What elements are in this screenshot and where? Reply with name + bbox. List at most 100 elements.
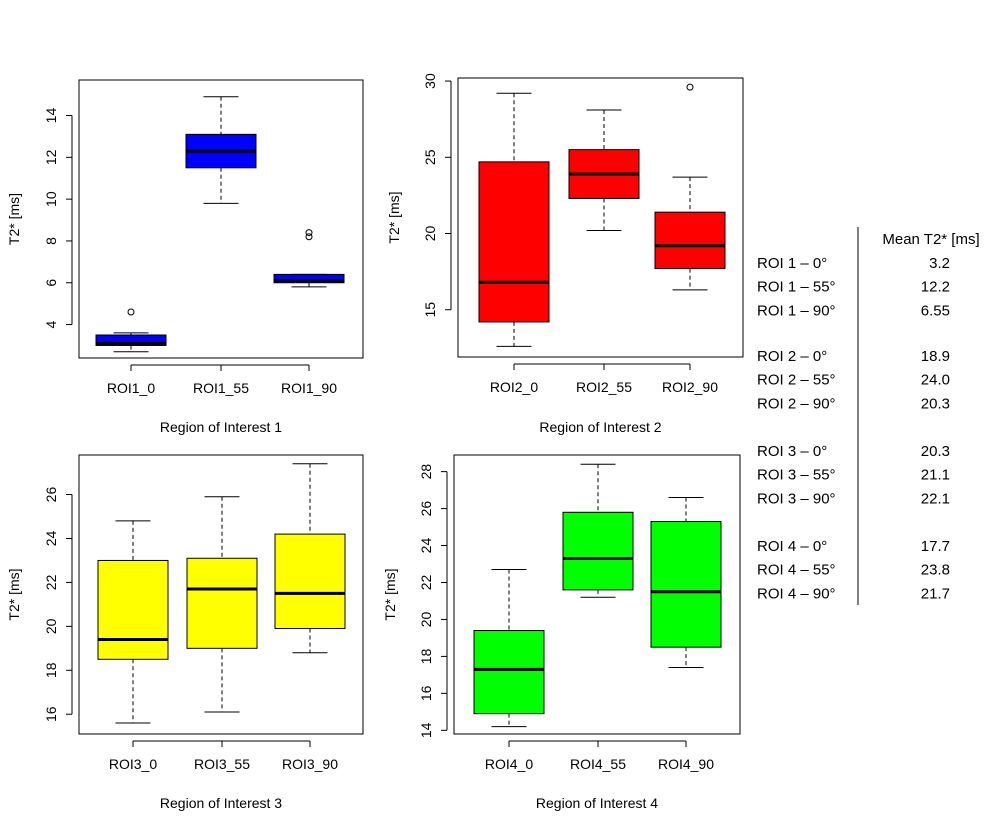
mean-t2-summary-table: Mean T2* [ms] ROI 1 – 0° 3.2 ROI 1 – 55° 12.… xyxy=(757,227,980,605)
iqr-box xyxy=(273,273,345,284)
iqr-box xyxy=(650,521,722,648)
box-ROI1_55 xyxy=(185,96,257,204)
iqr-box xyxy=(562,511,634,591)
x-tick-label: ROI2_0 xyxy=(490,379,538,395)
iqr-box xyxy=(274,533,346,630)
box-ROI2_90 xyxy=(654,83,726,291)
box-ROI3_0 xyxy=(97,520,169,724)
table-header: Mean T2* [ms] xyxy=(882,231,979,248)
y-tick-label: 26 xyxy=(418,501,434,517)
plot-frame xyxy=(453,454,741,735)
y-tick-label: 25 xyxy=(422,149,438,165)
x-tick-label: ROI3_55 xyxy=(194,756,250,772)
table-row-label: ROI 1 – 90° xyxy=(757,302,836,319)
table-row-label: ROI 1 – 0° xyxy=(757,255,827,272)
y-tick-label: 14 xyxy=(43,108,59,124)
y-tick-label: 16 xyxy=(43,706,59,722)
y-tick-label: 22 xyxy=(43,574,59,590)
y-axis-title: T2* [ms] xyxy=(386,191,402,243)
table-row-label: ROI 1 – 55° xyxy=(757,279,836,296)
boxplot-panel-3: 16 18 20 22 24 26 ROI3_0 ROI3_55 ROI3_90 Region o… xyxy=(6,454,364,811)
x-tick-label: ROI3_0 xyxy=(109,756,157,772)
box-ROI4_0 xyxy=(473,569,545,728)
boxplot-panels: 4 6 8 10 12 14 ROI1_0 ROI1_55 ROI1_90 Region of I… xyxy=(6,73,744,811)
table-row-value: 17.7 xyxy=(921,538,950,555)
x-tick-label: ROI4_55 xyxy=(570,756,626,772)
iqr-box xyxy=(473,630,545,715)
boxplot-panel-1: 4 6 8 10 12 14 ROI1_0 ROI1_55 ROI1_90 Region of I… xyxy=(6,79,364,435)
table-row-value: 21.7 xyxy=(921,585,950,602)
outlier-point xyxy=(127,308,135,316)
x-axis-title: Region of Interest 1 xyxy=(160,419,282,435)
box-ROI2_55 xyxy=(568,109,640,231)
x-tick-label: ROI1_0 xyxy=(107,380,155,396)
y-axis-title: T2* [ms] xyxy=(382,568,398,620)
table-row-value: 20.3 xyxy=(921,443,950,460)
box-ROI4_90 xyxy=(650,496,722,668)
iqr-box xyxy=(97,559,169,660)
boxplot-panel-2: 15 20 25 30 ROI2_0 ROI2_55 ROI2_90 Region of In… xyxy=(386,73,744,435)
y-tick-label: 24 xyxy=(43,530,59,546)
y-tick-label: 8 xyxy=(43,237,59,245)
iqr-box xyxy=(186,557,258,649)
y-tick-label: 18 xyxy=(43,662,59,678)
x-tick-label: ROI2_90 xyxy=(662,379,718,395)
plot-frame xyxy=(457,77,744,358)
outlier-point xyxy=(305,233,313,241)
table-row-value: 24.0 xyxy=(921,372,950,389)
table-row-label: ROI 3 – 90° xyxy=(757,490,836,507)
y-tick-label: 20 xyxy=(422,226,438,242)
table-row-value: 3.2 xyxy=(929,255,950,272)
table-row-label: ROI 2 – 90° xyxy=(757,395,836,412)
x-axis-title: Region of Interest 4 xyxy=(536,795,658,811)
x-tick-label: ROI4_90 xyxy=(658,756,714,772)
table-row-label: ROI 3 – 55° xyxy=(757,467,836,484)
boxplot-panel-4: 14 16 18 20 22 24 26 28 ROI4_0 ROI4_55 ROI4_90 Regi… xyxy=(382,454,741,811)
table-row-label: ROI 2 – 55° xyxy=(757,372,836,389)
y-tick-label: 18 xyxy=(418,648,434,664)
y-axis-title: T2* [ms] xyxy=(6,568,22,620)
plot-frame xyxy=(78,79,364,359)
x-tick-label: ROI4_0 xyxy=(485,756,533,772)
table-row-label: ROI 4 – 0° xyxy=(757,538,827,555)
table-row-label: ROI 3 – 0° xyxy=(757,443,827,460)
x-axis-title: Region of Interest 2 xyxy=(539,419,661,435)
y-tick-label: 14 xyxy=(418,722,434,738)
table-row-value: 20.3 xyxy=(921,395,950,412)
y-tick-label: 22 xyxy=(418,574,434,590)
y-tick-label: 6 xyxy=(43,279,59,287)
x-tick-label: ROI3_90 xyxy=(282,756,338,772)
y-tick-label: 16 xyxy=(418,685,434,701)
y-tick-label: 20 xyxy=(43,618,59,634)
table-row-label: ROI 4 – 90° xyxy=(757,585,836,602)
x-axis-title: Region of Interest 3 xyxy=(160,795,282,811)
y-tick-label: 30 xyxy=(422,73,438,89)
box-ROI4_55 xyxy=(562,463,634,598)
y-tick-label: 10 xyxy=(43,191,59,207)
y-tick-label: 15 xyxy=(422,302,438,318)
box-ROI3_90 xyxy=(274,463,346,654)
y-axis-title: T2* [ms] xyxy=(6,193,22,245)
table-row-value: 22.1 xyxy=(921,490,950,507)
y-tick-label: 24 xyxy=(418,538,434,554)
table-row-label: ROI 2 – 0° xyxy=(757,348,827,365)
box-ROI2_0 xyxy=(478,92,550,347)
box-ROI3_55 xyxy=(186,496,258,713)
table-row-value: 6.55 xyxy=(921,302,950,319)
x-tick-label: ROI1_90 xyxy=(281,380,337,396)
box-ROI1_0 xyxy=(95,308,167,353)
y-tick-label: 12 xyxy=(43,149,59,165)
box-ROI1_90 xyxy=(273,229,345,288)
y-tick-label: 4 xyxy=(43,320,59,328)
y-tick-label: 28 xyxy=(418,464,434,480)
iqr-box xyxy=(95,334,167,346)
iqr-box xyxy=(478,161,550,323)
x-tick-label: ROI1_55 xyxy=(193,380,249,396)
plot-frame xyxy=(78,454,364,735)
x-tick-label: ROI2_55 xyxy=(576,379,632,395)
outlier-point xyxy=(305,229,313,237)
y-tick-label: 20 xyxy=(418,611,434,627)
table-row-value: 23.8 xyxy=(921,562,950,579)
table-row-label: ROI 4 – 55° xyxy=(757,562,836,579)
